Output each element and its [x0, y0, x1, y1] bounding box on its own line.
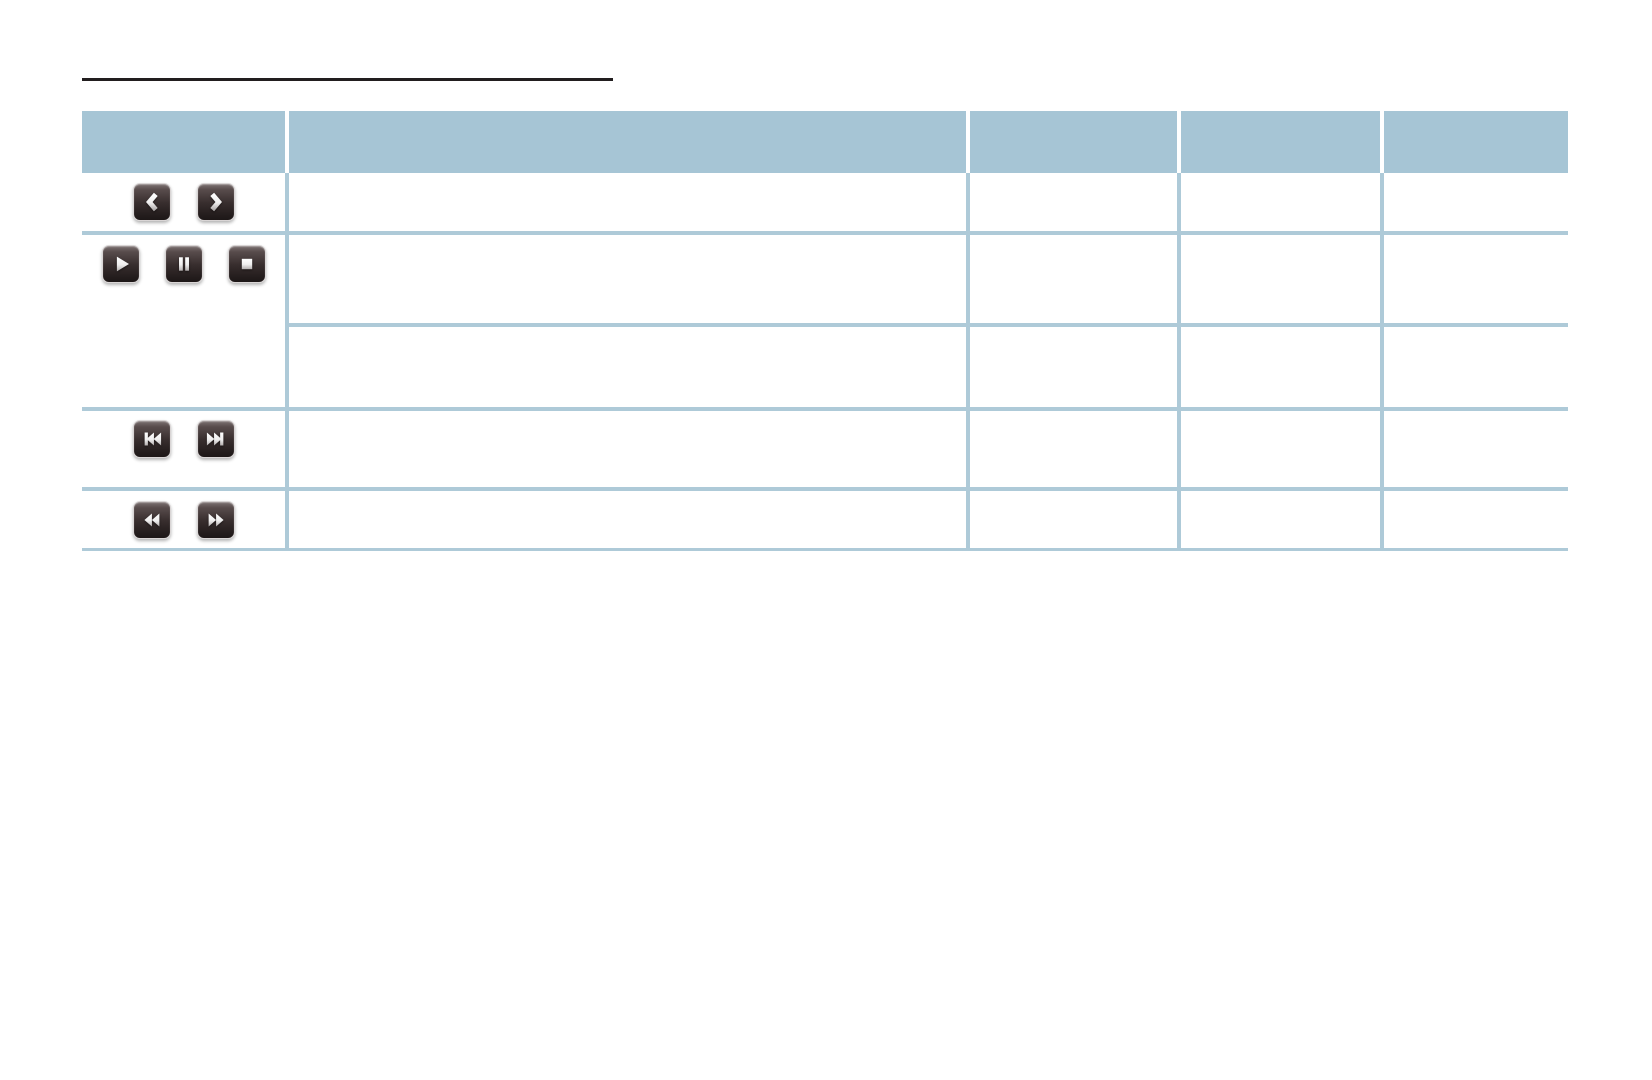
- cell-description: [289, 491, 966, 548]
- table-cell: [970, 173, 1177, 231]
- play-icon: [116, 256, 129, 272]
- chevron-right-icon: [209, 192, 222, 212]
- pause-button: [164, 245, 203, 283]
- table-cell: [1181, 173, 1380, 231]
- cell-buttons-seek: [82, 491, 285, 548]
- section-title-underline: [82, 78, 613, 81]
- skip-back-button: [132, 420, 171, 458]
- cell-buttons-playback: [82, 235, 285, 407]
- cell-buttons-navigate: [82, 173, 285, 231]
- fast-forward-button: [196, 500, 235, 539]
- table-body: [82, 173, 1568, 551]
- skip-forward-button: [196, 420, 235, 458]
- table-header-row: [82, 111, 1568, 173]
- cell-description: [289, 173, 966, 231]
- rewind-button: [132, 500, 171, 539]
- header-cell-extra-1: [970, 111, 1177, 173]
- rewind-icon: [143, 513, 159, 526]
- header-cell-description: [289, 111, 966, 173]
- stop-icon: [241, 258, 252, 270]
- pause-icon: [178, 257, 189, 271]
- header-cell-buttons: [82, 111, 285, 173]
- play-button: [101, 245, 140, 283]
- table-cell: [1384, 235, 1568, 323]
- table-cell: [1181, 491, 1380, 548]
- fast-forward-icon: [208, 513, 224, 526]
- table-cell: [1384, 173, 1568, 231]
- chevron-left-icon: [145, 192, 158, 212]
- table-cell: [1181, 327, 1380, 407]
- table-cell: [1181, 235, 1380, 323]
- chevron-left-button: [132, 183, 171, 221]
- table-cell: [1384, 327, 1568, 407]
- table-cell: [970, 411, 1177, 487]
- cell-description: [289, 327, 966, 407]
- table-cell: [970, 235, 1177, 323]
- cell-description: [289, 411, 966, 487]
- table-cell: [1384, 411, 1568, 487]
- table-cell: [970, 491, 1177, 548]
- table-cell: [1181, 411, 1380, 487]
- skip-forward-icon: [206, 432, 223, 446]
- header-cell-extra-2: [1181, 111, 1380, 173]
- chevron-right-button: [196, 183, 235, 221]
- stop-button: [227, 245, 266, 283]
- media-buttons-table: [82, 111, 1568, 551]
- table-cell: [970, 327, 1177, 407]
- cell-description: [289, 235, 966, 323]
- cell-buttons-skip: [82, 411, 285, 487]
- skip-back-icon: [144, 432, 161, 446]
- header-cell-extra-3: [1384, 111, 1568, 173]
- table-cell: [1384, 491, 1568, 548]
